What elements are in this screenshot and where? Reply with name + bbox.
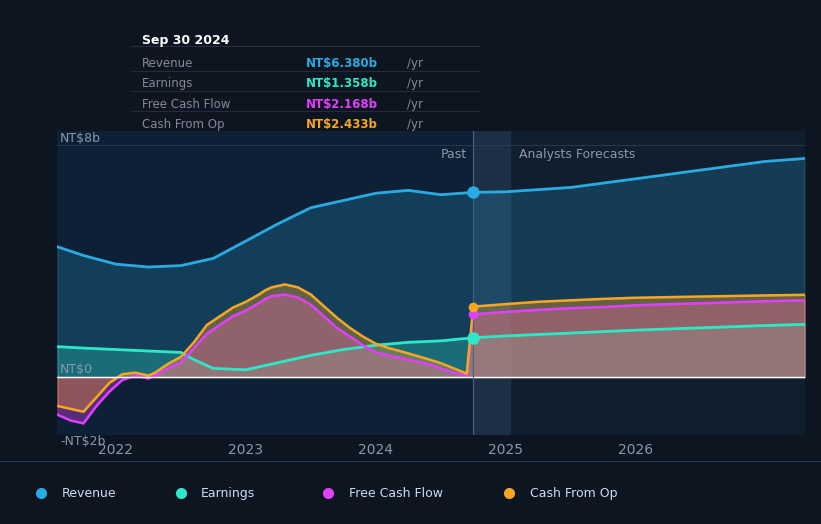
Text: Free Cash Flow: Free Cash Flow <box>142 97 230 111</box>
Text: NT$8b: NT$8b <box>60 133 101 146</box>
Text: NT$6.380b: NT$6.380b <box>305 57 378 70</box>
Text: Revenue: Revenue <box>142 57 193 70</box>
Text: NT$2.168b: NT$2.168b <box>305 97 378 111</box>
Text: /yr: /yr <box>407 118 423 131</box>
Text: /yr: /yr <box>407 97 423 111</box>
Text: NT$2.433b: NT$2.433b <box>305 118 378 131</box>
Text: Analysts Forecasts: Analysts Forecasts <box>519 148 635 161</box>
Text: Cash From Op: Cash From Op <box>530 487 617 500</box>
Text: Earnings: Earnings <box>142 78 193 90</box>
Bar <box>57 131 473 435</box>
Text: /yr: /yr <box>407 57 423 70</box>
Text: Past: Past <box>441 148 467 161</box>
Text: -NT$2b: -NT$2b <box>60 435 105 448</box>
Text: Sep 30 2024: Sep 30 2024 <box>142 35 229 48</box>
Text: Cash From Op: Cash From Op <box>142 118 224 131</box>
Text: NT$0: NT$0 <box>60 363 94 376</box>
Text: Free Cash Flow: Free Cash Flow <box>349 487 443 500</box>
Bar <box>473 131 805 435</box>
Text: /yr: /yr <box>407 78 423 90</box>
Text: NT$1.358b: NT$1.358b <box>305 78 378 90</box>
Bar <box>473 131 510 435</box>
Text: Revenue: Revenue <box>62 487 117 500</box>
Text: Earnings: Earnings <box>201 487 255 500</box>
